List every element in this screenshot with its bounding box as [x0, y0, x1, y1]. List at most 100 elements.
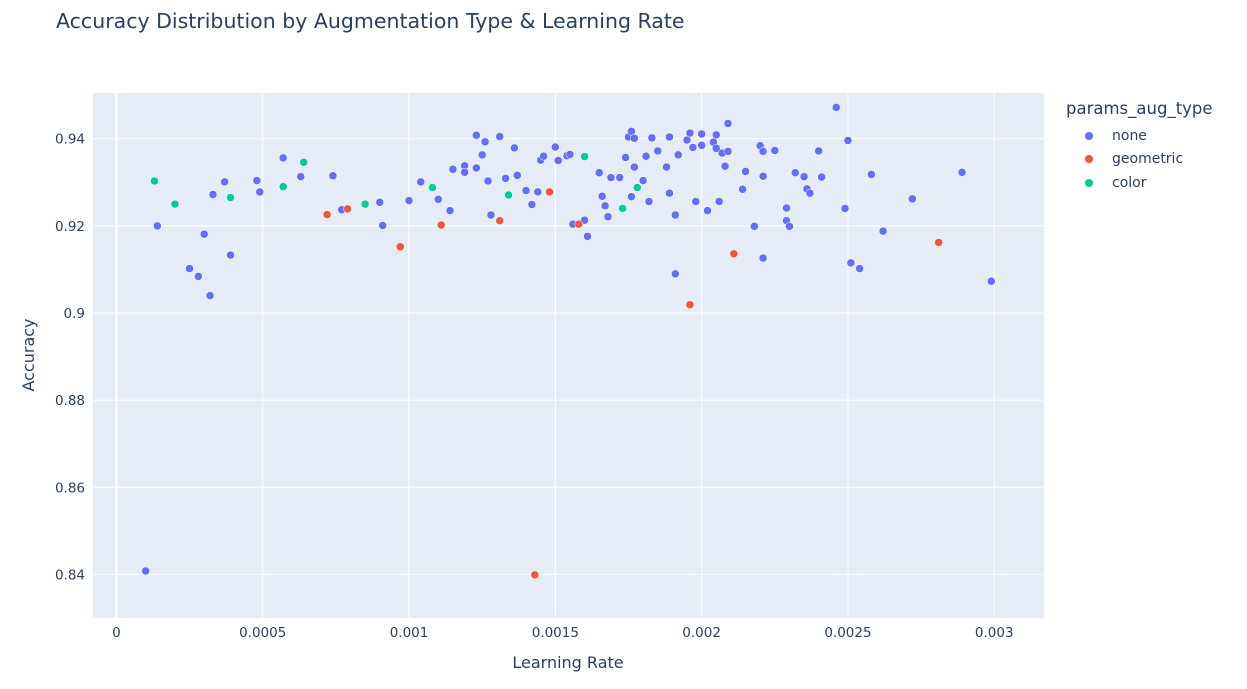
data-point[interactable] [957, 168, 967, 177]
data-point[interactable] [814, 146, 823, 156]
data-point[interactable] [738, 185, 747, 194]
data-point[interactable] [404, 196, 414, 205]
data-point[interactable] [615, 173, 624, 182]
data-point[interactable] [647, 133, 657, 143]
data-point[interactable] [501, 174, 510, 183]
data-point[interactable] [791, 168, 800, 177]
data-point[interactable] [434, 195, 443, 204]
data-point[interactable] [729, 249, 739, 259]
data-point[interactable] [252, 176, 262, 185]
data-point[interactable] [878, 226, 888, 236]
data-point[interactable] [460, 168, 469, 177]
data-point[interactable] [141, 566, 150, 576]
data-point[interactable] [208, 190, 218, 199]
data-point[interactable] [621, 153, 630, 162]
data-point[interactable] [633, 183, 642, 192]
data-point[interactable] [934, 238, 943, 247]
data-point[interactable] [987, 276, 996, 286]
data-point[interactable] [226, 250, 235, 260]
legend-item-geometric[interactable]: geometric [1066, 148, 1213, 172]
data-point[interactable] [220, 177, 229, 187]
data-point[interactable] [360, 199, 370, 209]
data-point[interactable] [448, 164, 458, 174]
data-point[interactable] [483, 176, 493, 186]
data-point[interactable] [673, 150, 683, 160]
data-point[interactable] [395, 242, 405, 252]
data-point[interactable] [510, 143, 519, 153]
data-point[interactable] [513, 171, 522, 180]
data-point[interactable] [665, 132, 674, 142]
data-point[interactable] [343, 204, 352, 214]
data-point[interactable] [843, 136, 853, 145]
data-point[interactable] [603, 212, 613, 221]
data-point[interactable] [416, 177, 425, 187]
data-point[interactable] [720, 161, 730, 171]
data-point[interactable] [688, 143, 698, 152]
data-point[interactable] [665, 188, 674, 198]
data-point[interactable] [712, 130, 721, 140]
data-point[interactable] [580, 215, 589, 225]
data-point[interactable] [653, 146, 662, 156]
data-point[interactable] [606, 173, 616, 182]
data-point[interactable] [472, 131, 481, 140]
data-point[interactable] [495, 216, 504, 225]
data-point[interactable] [551, 142, 560, 152]
data-point[interactable] [770, 146, 780, 155]
data-point[interactable] [436, 220, 446, 230]
data-point[interactable] [697, 129, 706, 139]
data-point[interactable] [644, 197, 654, 206]
data-point[interactable] [671, 269, 680, 279]
data-point[interactable] [703, 206, 712, 215]
data-point[interactable] [630, 162, 639, 172]
data-point[interactable] [618, 204, 627, 213]
data-point[interactable] [691, 197, 701, 206]
data-point[interactable] [685, 300, 695, 309]
data-point[interactable] [199, 229, 209, 239]
data-point[interactable] [671, 210, 680, 220]
data-point[interactable] [662, 162, 671, 172]
data-point[interactable] [278, 153, 288, 163]
data-point[interactable] [723, 147, 733, 156]
data-point[interactable] [750, 222, 759, 231]
data-point[interactable] [723, 119, 733, 128]
data-point[interactable] [867, 170, 876, 179]
data-point[interactable] [574, 219, 583, 229]
data-point[interactable] [296, 172, 306, 181]
data-point[interactable] [799, 172, 809, 181]
data-point[interactable] [150, 176, 159, 186]
data-point[interactable] [530, 570, 540, 580]
data-point[interactable] [226, 193, 235, 202]
data-point[interactable] [785, 222, 794, 231]
data-point[interactable] [712, 144, 721, 153]
data-point[interactable] [855, 264, 864, 273]
data-point[interactable] [170, 199, 180, 209]
data-point[interactable] [545, 187, 554, 197]
data-point[interactable] [594, 168, 604, 177]
data-point[interactable] [480, 137, 490, 147]
data-point[interactable] [322, 210, 332, 219]
data-point[interactable] [697, 141, 706, 150]
data-point[interactable] [846, 258, 856, 268]
data-point[interactable] [205, 291, 215, 300]
data-point[interactable] [741, 167, 750, 176]
data-point[interactable] [583, 232, 592, 241]
data-point[interactable] [805, 188, 815, 198]
data-point[interactable] [539, 151, 548, 161]
data-point[interactable] [185, 264, 194, 273]
data-point[interactable] [580, 152, 589, 161]
data-point[interactable] [445, 206, 455, 215]
data-point[interactable] [597, 192, 607, 201]
data-point[interactable] [428, 183, 437, 192]
data-point[interactable] [817, 172, 826, 182]
data-point[interactable] [299, 158, 308, 167]
data-point[interactable] [554, 156, 563, 165]
data-point[interactable] [477, 150, 487, 160]
data-point[interactable] [378, 221, 387, 230]
data-point[interactable] [908, 194, 917, 204]
data-point[interactable] [758, 171, 768, 181]
data-point[interactable] [194, 272, 203, 281]
data-point[interactable] [153, 221, 162, 231]
data-point[interactable] [758, 147, 768, 156]
data-point[interactable] [831, 103, 841, 112]
data-point[interactable] [638, 176, 648, 185]
